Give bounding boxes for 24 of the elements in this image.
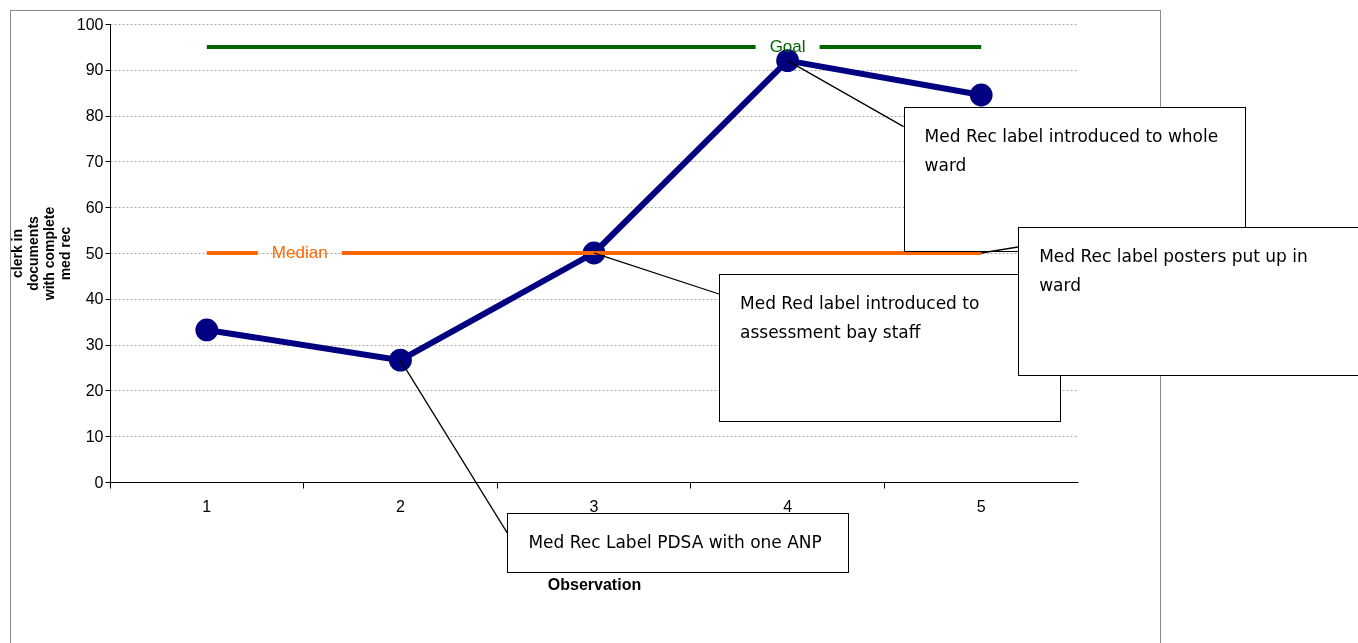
x-tick-label: 1 xyxy=(202,497,212,515)
x-axis-title: Observation xyxy=(547,575,642,593)
y-tick-label: 50 xyxy=(85,244,104,262)
y-tick-label: 100 xyxy=(76,15,104,33)
x-tick-label: 4 xyxy=(783,497,793,515)
y-tick-label: 80 xyxy=(85,107,104,125)
y-tick-label: 30 xyxy=(85,336,104,354)
y-tick-label: 90 xyxy=(85,61,104,79)
point xyxy=(195,318,219,342)
callout-box: Med Rec Label PDSA with one ANP xyxy=(507,513,850,574)
y-tick-label: 40 xyxy=(85,290,104,308)
x-tick-label: 5 xyxy=(976,497,986,515)
x-tick-label: 2 xyxy=(395,497,405,515)
point xyxy=(969,83,993,107)
point xyxy=(389,348,412,372)
y-tick-label: 20 xyxy=(85,381,104,399)
y-axis-title: clerk in documents with complete med rec xyxy=(8,206,73,302)
y-tick-label: 10 xyxy=(85,427,104,445)
y-tick-label: 60 xyxy=(85,198,104,216)
ref-line-label: Goal xyxy=(769,36,806,56)
y-tick-label: 0 xyxy=(94,473,104,491)
ref-line-label: Median xyxy=(271,243,328,262)
y-tick-label: 70 xyxy=(85,152,104,170)
x-tick-label: 3 xyxy=(589,497,599,515)
